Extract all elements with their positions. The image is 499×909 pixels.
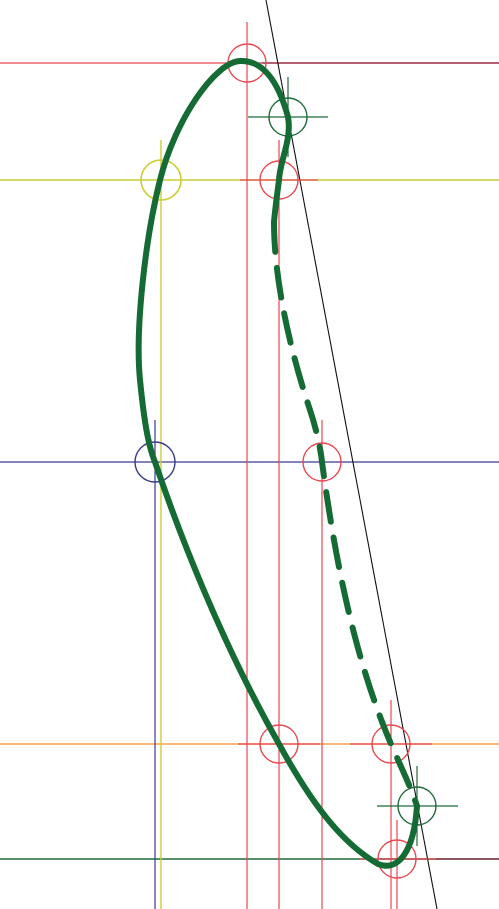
diagonal-tangent-line (265, 0, 438, 909)
blue-circle (134, 441, 176, 483)
airfoil-inner-curve-top (271, 114, 292, 225)
airfoil-inner-curve-dashed (271, 219, 420, 809)
yellow-circle (140, 159, 182, 201)
red-circle-middle (302, 442, 342, 482)
airfoil-outer-curve (135, 58, 420, 869)
